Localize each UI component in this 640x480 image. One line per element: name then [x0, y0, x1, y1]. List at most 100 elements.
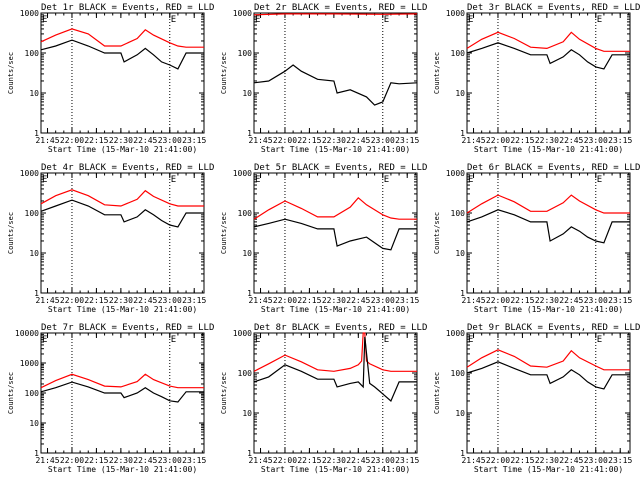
x-tick-label: 22:15 — [510, 136, 534, 145]
x-tick-label: 22:30 — [535, 456, 559, 465]
plot-frame — [253, 332, 418, 454]
chart-panel-8: Det 8r BLACK = Events, RED = LLD 1 10 100 10… — [220, 323, 427, 474]
x-tick-label: 21:45 — [248, 136, 272, 145]
x-tick-label: 23:00 — [158, 456, 182, 465]
x-axis-label: Start Time (15-Mar-10 21:41:00) — [474, 145, 623, 154]
x-axis-label: Start Time (15-Mar-10 21:41:00) — [48, 465, 197, 474]
y-tick-label: 1 — [460, 449, 465, 458]
y-tick-label: 1000 — [233, 329, 252, 338]
chart-title: Det 7r BLACK = Events, RED = LLD — [41, 323, 214, 333]
y-tick-label: 1 — [247, 289, 252, 298]
series-line-events — [253, 336, 417, 402]
x-tick-label: 21:45 — [461, 136, 485, 145]
y-tick-label: 1 — [460, 289, 465, 298]
y-tick-label: 1 — [34, 129, 39, 138]
x-tick-label: 21:45 — [35, 296, 59, 305]
series-line-events — [40, 381, 204, 403]
series-line-events — [466, 42, 630, 70]
x-tick-label: 23:15 — [395, 296, 419, 305]
plot-frame — [466, 332, 631, 454]
y-axis-label: Counts/sec — [220, 372, 228, 414]
E-marker: E — [42, 15, 47, 25]
x-tick-label: 22:45 — [346, 136, 370, 145]
x-tick-label: 22:45 — [559, 296, 583, 305]
plot-frame — [253, 172, 418, 294]
E-marker: E — [468, 15, 473, 25]
y-axis-label: Counts/sec — [7, 212, 15, 254]
x-tick-label: 22:15 — [84, 136, 108, 145]
E-marker: E — [42, 175, 47, 185]
y-tick-label: 100 — [25, 49, 40, 58]
y-tick-label: 10 — [242, 89, 252, 98]
x-axis-label: Start Time (15-Mar-10 21:41:00) — [261, 305, 410, 314]
y-tick-label: 100 — [238, 49, 253, 58]
x-tick-label: 21:45 — [248, 296, 272, 305]
x-tick-label: 22:00 — [60, 136, 84, 145]
y-tick-label: 1000 — [233, 169, 252, 178]
x-tick-label: 22:15 — [297, 456, 321, 465]
chart-title: Det 4r BLACK = Events, RED = LLD — [41, 163, 214, 173]
y-tick-label: 100 — [25, 209, 40, 218]
y-axis-label: Counts/sec — [7, 372, 15, 414]
plot-frame — [40, 332, 205, 454]
x-tick-label: 22:15 — [510, 296, 534, 305]
y-tick-label: 1000 — [20, 9, 39, 18]
x-tick-label: 22:00 — [486, 296, 510, 305]
x-tick-label: 22:15 — [84, 456, 108, 465]
series-line-lld — [40, 189, 204, 207]
series-line-lld — [40, 28, 204, 48]
x-tick-label: 23:00 — [371, 296, 395, 305]
chart-panel-4: Det 4r BLACK = Events, RED = LLD 1 10 100 10… — [7, 163, 214, 314]
y-tick-label: 10 — [242, 409, 252, 418]
y-tick-label: 10 — [455, 409, 465, 418]
y-tick-label: 1 — [247, 129, 252, 138]
plot-frame — [40, 12, 205, 134]
y-tick-label: 100 — [451, 209, 466, 218]
x-axis-label: Start Time (15-Mar-10 21:41:00) — [48, 145, 197, 154]
x-tick-label: 22:45 — [346, 296, 370, 305]
chart-title: Det 3r BLACK = Events, RED = LLD — [467, 3, 640, 13]
plot-frame — [466, 12, 631, 134]
x-tick-label: 22:30 — [322, 456, 346, 465]
E-marker: E — [384, 335, 389, 345]
E-marker: E — [255, 15, 260, 25]
chart-panel-7: Det 7r BLACK = Events, RED = LLD 1 10 100 10… — [7, 323, 214, 474]
plot-frame — [40, 172, 205, 294]
x-tick-label: 23:00 — [371, 136, 395, 145]
chart-title: Det 1r BLACK = Events, RED = LLD — [41, 3, 214, 13]
y-tick-label: 10 — [29, 89, 39, 98]
y-tick-label: 100 — [238, 369, 253, 378]
x-tick-label: 22:45 — [559, 456, 583, 465]
x-tick-label: 22:45 — [133, 296, 157, 305]
plot-frame — [466, 172, 631, 294]
series-line-events — [466, 209, 630, 244]
y-axis-label: Counts/sec — [433, 372, 441, 414]
y-tick-label: 10000 — [15, 329, 39, 338]
x-tick-label: 21:45 — [35, 456, 59, 465]
x-axis-label: Start Time (15-Mar-10 21:41:00) — [261, 465, 410, 474]
x-tick-label: 22:45 — [133, 456, 157, 465]
y-tick-label: 1 — [34, 289, 39, 298]
y-axis-label: Counts/sec — [433, 52, 441, 94]
E-marker: E — [597, 175, 602, 185]
x-tick-label: 22:45 — [133, 136, 157, 145]
y-tick-label: 100 — [25, 389, 40, 398]
chart-title: Det 5r BLACK = Events, RED = LLD — [254, 163, 427, 173]
series-line-lld — [40, 373, 204, 389]
x-tick-label: 22:00 — [273, 296, 297, 305]
series-line-lld — [466, 349, 630, 371]
x-tick-label: 23:00 — [158, 136, 182, 145]
x-tick-label: 21:45 — [461, 456, 485, 465]
x-tick-label: 23:15 — [182, 136, 206, 145]
y-tick-label: 1 — [460, 129, 465, 138]
plot-frame — [253, 12, 418, 134]
x-tick-label: 21:45 — [461, 296, 485, 305]
E-marker: E — [468, 335, 473, 345]
x-tick-label: 22:45 — [559, 136, 583, 145]
series-line-lld — [466, 31, 630, 52]
x-tick-label: 22:30 — [322, 296, 346, 305]
x-tick-label: 22:30 — [109, 296, 133, 305]
E-marker: E — [597, 15, 602, 25]
x-tick-label: 22:15 — [297, 296, 321, 305]
